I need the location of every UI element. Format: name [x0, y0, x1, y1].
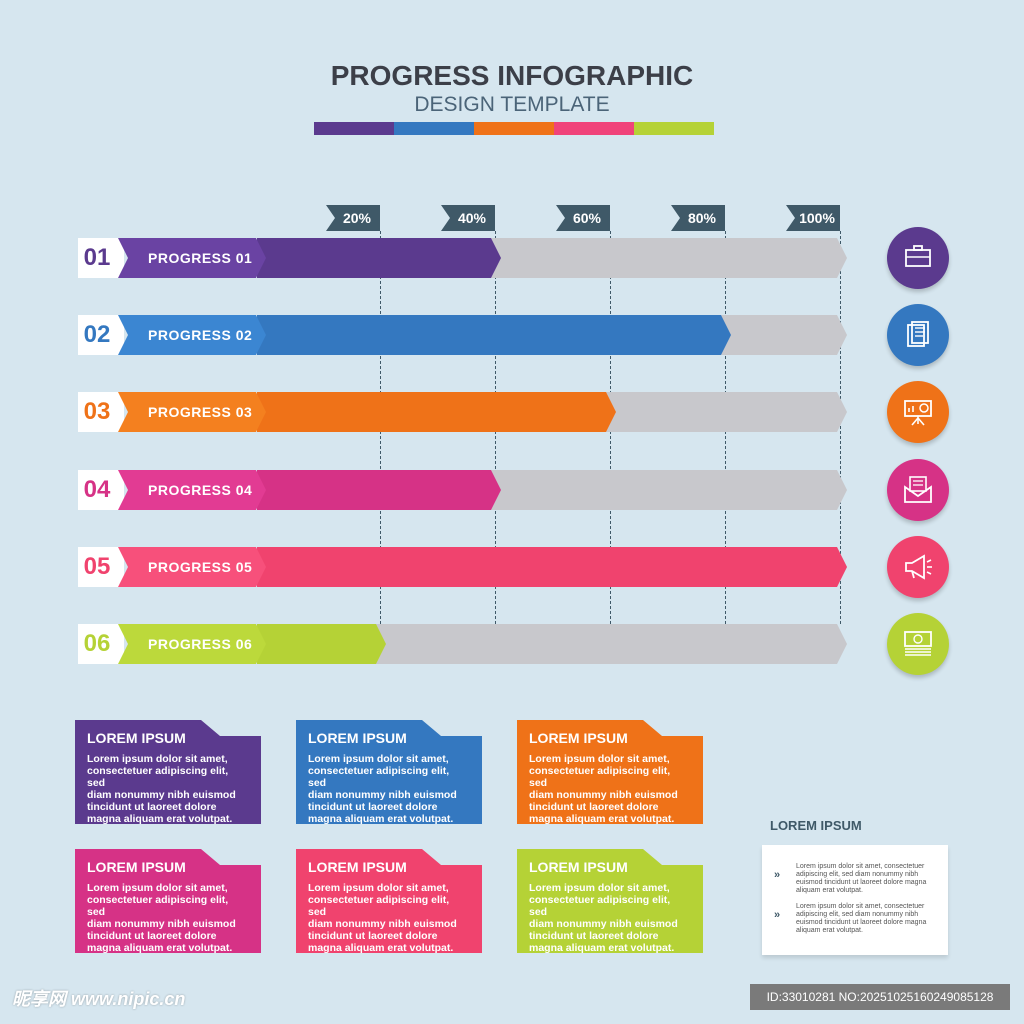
money-icon	[887, 613, 949, 675]
row-number: 06	[78, 624, 124, 664]
info-card: LOREM IPSUM Lorem ipsum dolor sit amet, co…	[75, 849, 261, 953]
document-icon	[887, 304, 949, 366]
card-body-line: tincidunt ut laoreet dolore	[308, 801, 438, 813]
card-body-line: magna aliquam erat volutpat.	[87, 813, 233, 825]
briefcase-icon	[887, 227, 949, 289]
card-body-line: Lorem ipsum dolor sit amet,	[529, 753, 670, 765]
progress-fill	[257, 315, 731, 355]
color-bar-segment	[474, 122, 554, 135]
card-body-line: Lorem ipsum dolor sit amet,	[308, 882, 449, 894]
card-body-line: tincidunt ut laoreet dolore	[87, 930, 217, 942]
card-body-line: magna aliquam erat volutpat.	[529, 942, 675, 954]
side-panel-title: LOREM IPSUM	[770, 818, 862, 833]
tick-label: 40%	[441, 205, 495, 231]
row-number: 02	[78, 315, 124, 355]
color-bar-segment	[634, 122, 714, 135]
card-body-line: magna aliquam erat volutpat.	[87, 942, 233, 954]
card-body-line: diam nonummy nibh euismod	[308, 789, 457, 801]
page-title: PROGRESS INFOGRAPHIC	[330, 60, 694, 91]
card-body-line: Lorem ipsum dolor sit amet,	[308, 753, 449, 765]
card-body-line: Lorem ipsum dolor sit amet,	[87, 753, 228, 765]
card-body-line: magna aliquam erat volutpat.	[529, 813, 675, 825]
side-panel-item-text: Lorem ipsum dolor sit amet, consectetuer…	[796, 903, 927, 934]
card-body: Lorem ipsum dolor sit amet, consectetuer …	[529, 753, 691, 825]
tick-label: 100%	[786, 205, 840, 231]
card-body-line: tincidunt ut laoreet dolore	[529, 801, 659, 813]
progress-label: PROGRESS 01	[118, 238, 266, 278]
card-body-line: tincidunt ut laoreet dolore	[87, 801, 217, 813]
progress-label: PROGRESS 03	[118, 392, 266, 432]
card-body-line: consectetuer adipiscing elit, sed	[87, 894, 229, 918]
card-title: LOREM IPSUM	[308, 859, 407, 875]
info-card: LOREM IPSUM Lorem ipsum dolor sit amet, co…	[296, 849, 482, 953]
progress-label: PROGRESS 05	[118, 547, 266, 587]
card-title: LOREM IPSUM	[87, 859, 186, 875]
side-panel-item: » Lorem ipsum dolor sit amet, consectetu…	[762, 903, 948, 935]
progress-label: PROGRESS 02	[118, 315, 266, 355]
progress-label: PROGRESS 04	[118, 470, 266, 510]
side-panel-item: » Lorem ipsum dolor sit amet, consectetu…	[762, 863, 948, 895]
card-body: Lorem ipsum dolor sit amet, consectetuer …	[87, 882, 249, 954]
card-body-line: consectetuer adipiscing elit, sed	[529, 894, 671, 918]
progress-fill	[257, 238, 501, 278]
watermark-id: ID:33010281 NO:20251025160249085128	[750, 984, 1010, 1010]
page-subtitle: DESIGN TEMPLATE	[414, 93, 610, 116]
card-body-line: consectetuer adipiscing elit, sed	[87, 765, 229, 789]
color-bar-segment	[314, 122, 394, 135]
card-title: LOREM IPSUM	[529, 859, 628, 875]
info-card: LOREM IPSUM Lorem ipsum dolor sit amet, co…	[517, 720, 703, 824]
card-body: Lorem ipsum dolor sit amet, consectetuer …	[87, 753, 249, 825]
progress-label: PROGRESS 06	[118, 624, 266, 664]
info-card: LOREM IPSUM Lorem ipsum dolor sit amet, co…	[296, 720, 482, 824]
card-title: LOREM IPSUM	[529, 730, 628, 746]
color-bar-segment	[554, 122, 634, 135]
card-body: Lorem ipsum dolor sit amet, consectetuer …	[529, 882, 691, 954]
presentation-chart-icon	[887, 381, 949, 443]
card-body-line: magna aliquam erat volutpat.	[308, 813, 454, 825]
card-title: LOREM IPSUM	[87, 730, 186, 746]
card-body: Lorem ipsum dolor sit amet, consectetuer …	[308, 753, 470, 825]
info-card: LOREM IPSUM Lorem ipsum dolor sit amet, co…	[75, 720, 261, 824]
card-title: LOREM IPSUM	[308, 730, 407, 746]
card-body-line: consectetuer adipiscing elit, sed	[308, 765, 450, 789]
card-body-line: diam nonummy nibh euismod	[87, 918, 236, 930]
card-body-line: diam nonummy nibh euismod	[87, 789, 236, 801]
color-bar-segment	[394, 122, 474, 135]
card-body-line: tincidunt ut laoreet dolore	[529, 930, 659, 942]
card-body-line: magna aliquam erat volutpat.	[308, 942, 454, 954]
progress-fill	[257, 470, 501, 510]
card-body-line: tincidunt ut laoreet dolore	[308, 930, 438, 942]
tick-label: 80%	[671, 205, 725, 231]
row-number: 03	[78, 392, 124, 432]
double-chevron-icon: »	[774, 909, 781, 921]
card-body-line: consectetuer adipiscing elit, sed	[529, 765, 671, 789]
tick-label: 20%	[326, 205, 380, 231]
card-body-line: Lorem ipsum dolor sit amet,	[529, 882, 670, 894]
side-panel: » Lorem ipsum dolor sit amet, consectetu…	[762, 845, 948, 955]
card-body-line: diam nonummy nibh euismod	[529, 918, 678, 930]
card-body-line: diam nonummy nibh euismod	[529, 789, 678, 801]
card-body-line: diam nonummy nibh euismod	[308, 918, 457, 930]
header-color-bar	[314, 122, 714, 135]
megaphone-icon	[887, 536, 949, 598]
row-number: 05	[78, 547, 124, 587]
info-card: LOREM IPSUM Lorem ipsum dolor sit amet, co…	[517, 849, 703, 953]
double-chevron-icon: »	[774, 869, 781, 881]
side-panel-item-text: Lorem ipsum dolor sit amet, consectetuer…	[796, 863, 927, 894]
progress-fill	[257, 392, 616, 432]
row-number: 04	[78, 470, 124, 510]
card-body: Lorem ipsum dolor sit amet, consectetuer …	[308, 882, 470, 954]
progress-fill	[257, 547, 847, 587]
tick-gridline	[840, 231, 841, 624]
tick-label: 60%	[556, 205, 610, 231]
watermark-logo: 昵享网 www.nipic.cn	[12, 989, 186, 1009]
progress-fill	[257, 624, 386, 664]
card-body-line: consectetuer adipiscing elit, sed	[308, 894, 450, 918]
row-number: 01	[78, 238, 124, 278]
envelope-icon	[887, 459, 949, 521]
card-body-line: Lorem ipsum dolor sit amet,	[87, 882, 228, 894]
